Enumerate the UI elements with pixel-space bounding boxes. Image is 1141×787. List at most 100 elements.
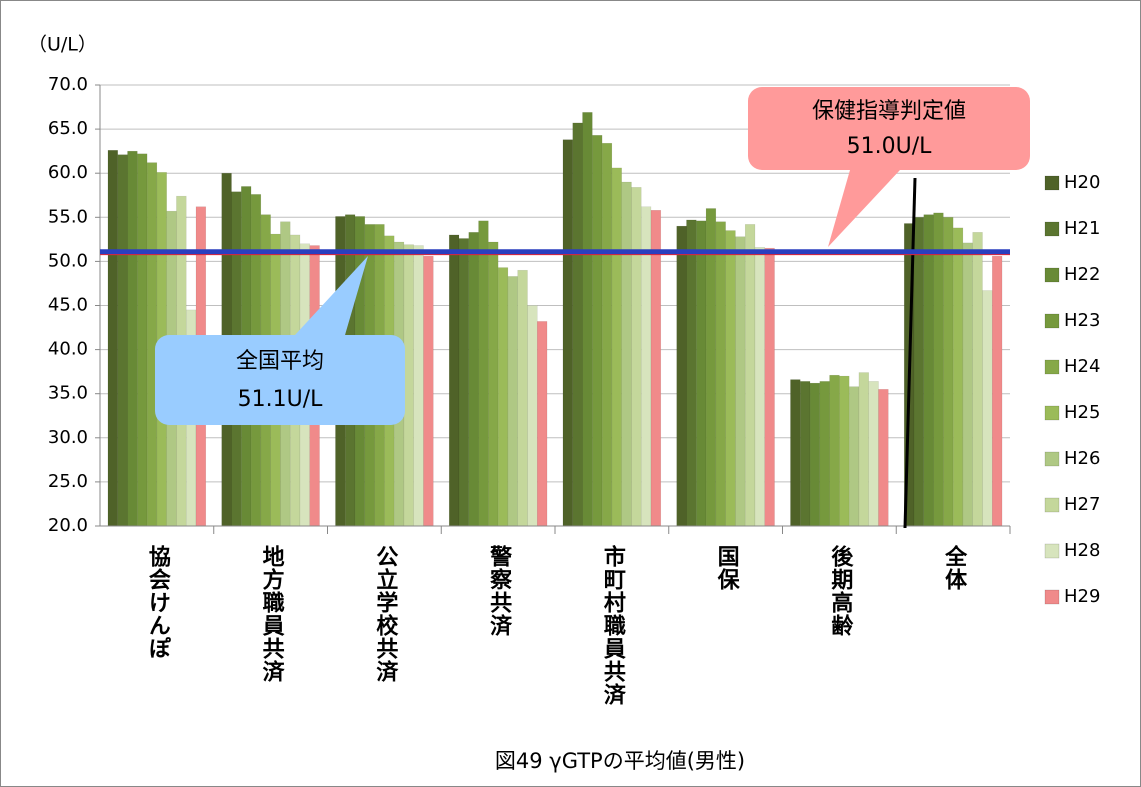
- callout-box: [748, 87, 1030, 170]
- bar: [858, 372, 869, 527]
- bar: [705, 208, 717, 527]
- legend-label: H24: [1064, 356, 1100, 377]
- bar: [468, 232, 479, 527]
- bar: [146, 162, 158, 527]
- legend-swatch: [1044, 543, 1060, 559]
- bar: [621, 181, 632, 527]
- bar: [715, 221, 726, 527]
- x-tick-label: 協会けんぽ: [145, 544, 171, 660]
- bar: [839, 375, 850, 527]
- bar: [507, 276, 518, 527]
- bar: [488, 241, 499, 527]
- x-tick-label: 市町村職員共済: [600, 544, 627, 706]
- bar: [878, 389, 889, 527]
- bar: [631, 187, 642, 527]
- x-tick-label: 国保: [714, 545, 741, 591]
- y-tick-label: 20.0: [48, 515, 88, 536]
- divider: [903, 177, 917, 529]
- y-tick-label: 55.0: [48, 206, 88, 227]
- callout-pointer: [295, 256, 368, 335]
- bar: [537, 321, 548, 527]
- bar: [423, 255, 434, 527]
- bar: [517, 269, 528, 527]
- bar: [754, 247, 766, 527]
- legend-label: H21: [1064, 218, 1100, 239]
- legend-swatch: [1044, 451, 1060, 467]
- y-tick-label: 60.0: [48, 162, 88, 183]
- bar: [696, 220, 707, 527]
- bar: [137, 153, 148, 527]
- x-tick-label: 公立学校共済: [372, 545, 398, 683]
- bar: [809, 382, 821, 527]
- x-tick-label: 後期高齢: [827, 544, 853, 637]
- bar: [933, 212, 944, 527]
- bar: [572, 122, 583, 527]
- legend-swatch: [1044, 175, 1060, 191]
- bar: [458, 238, 470, 527]
- bar: [764, 247, 775, 527]
- bar: [790, 379, 801, 527]
- callout-value: 51.1U/L: [238, 387, 323, 412]
- legend-swatch: [1044, 405, 1060, 421]
- bar: [829, 374, 840, 527]
- legend-swatch: [1044, 313, 1060, 329]
- callout-name: 全国平均: [236, 349, 324, 374]
- bar: [735, 236, 746, 527]
- bar: [107, 150, 118, 527]
- bar: [848, 386, 860, 527]
- bar: [448, 234, 460, 527]
- bar: [497, 267, 509, 527]
- bar: [592, 135, 603, 527]
- legend-label: H20: [1064, 172, 1100, 193]
- bar: [478, 220, 489, 527]
- callout-name: 保健指導判定値: [812, 99, 966, 124]
- bar: [650, 209, 662, 527]
- bar: [676, 225, 687, 527]
- legend-swatch: [1044, 589, 1060, 605]
- legend-label: H29: [1064, 586, 1100, 607]
- y-axis-label: （U/L）: [28, 34, 97, 56]
- legend-label: H23: [1064, 310, 1100, 331]
- legend-swatch: [1044, 497, 1060, 513]
- bar: [582, 112, 593, 527]
- bar: [611, 167, 622, 527]
- bar: [403, 244, 414, 527]
- legend-label: H28: [1064, 540, 1100, 561]
- y-tick-label: 70.0: [48, 74, 88, 95]
- y-tick-label: 50.0: [48, 250, 88, 271]
- callout-value: 51.0U/L: [847, 134, 932, 159]
- bar: [992, 255, 1003, 527]
- bar: [952, 227, 964, 527]
- bar: [972, 232, 983, 527]
- legend-swatch: [1044, 359, 1060, 375]
- bar: [562, 139, 573, 527]
- bar: [943, 217, 954, 527]
- x-tick-label: 全体: [941, 544, 968, 591]
- bar: [725, 230, 736, 527]
- callout-pointer: [828, 170, 900, 247]
- legend-swatch: [1044, 267, 1060, 283]
- y-tick-label: 35.0: [48, 383, 88, 404]
- bar: [413, 245, 424, 527]
- y-tick-label: 65.0: [48, 118, 88, 139]
- chart-title: 図49 γGTPの平均値(男性): [495, 749, 745, 773]
- bar: [799, 381, 811, 527]
- y-tick-label: 45.0: [48, 295, 88, 316]
- bar: [686, 219, 697, 527]
- bar: [819, 381, 830, 527]
- y-tick-label: 25.0: [48, 471, 88, 492]
- bar: [982, 290, 993, 527]
- bar: [923, 214, 934, 527]
- bar: [744, 224, 756, 527]
- callout-pointer-join: [295, 335, 345, 341]
- bar: [601, 142, 613, 527]
- callout-box: [155, 335, 405, 425]
- bar: [962, 242, 973, 527]
- legend-swatch: [1044, 221, 1060, 237]
- legend-label: H22: [1064, 264, 1100, 285]
- legend-label: H26: [1064, 448, 1100, 469]
- legend-label: H25: [1064, 402, 1100, 423]
- y-tick-label: 40.0: [48, 339, 88, 360]
- bar: [527, 305, 538, 527]
